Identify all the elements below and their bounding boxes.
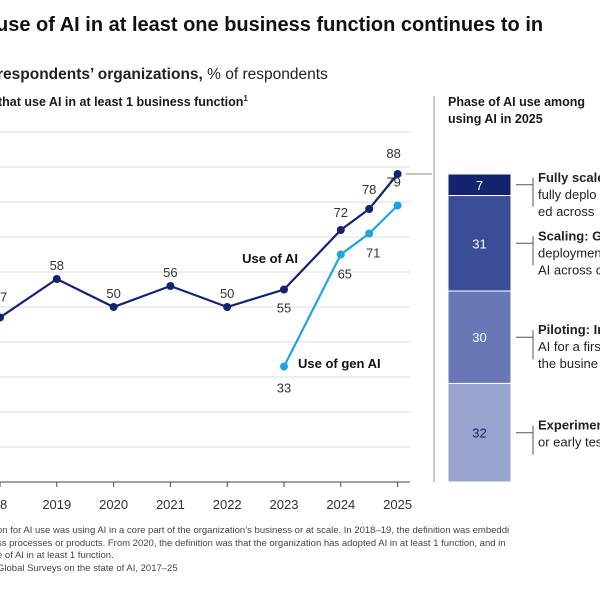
ai-use-data-label: 50 (220, 286, 234, 301)
ai-use-point (280, 285, 288, 294)
segment-annotation: the busine (538, 356, 598, 371)
chart-title: use of AI in at least one business funct… (0, 14, 544, 36)
ai-use-point (223, 303, 232, 311)
segment-annotation: or early tes (538, 435, 600, 450)
genai-use-point (365, 229, 374, 238)
ai-use-data-label: 58 (50, 258, 64, 273)
segment-annotation: Experimen (538, 418, 600, 433)
segment-annotation: deploymen (538, 245, 600, 260)
ai-use-point (109, 303, 118, 311)
genai-use-data-label: 79 (386, 175, 400, 190)
genai-use-data-label: 71 (366, 246, 380, 261)
x-tick-label: 18 (0, 497, 7, 512)
segment-annotation: ed across (538, 204, 595, 219)
ai-use-data-label: 7 (0, 290, 7, 305)
x-tick-label: 2025 (383, 497, 412, 512)
footnote-line-3: e of AI in at least 1 function. (0, 550, 114, 561)
genai-use-point (336, 250, 345, 259)
x-tick-label: 2023 (270, 497, 299, 512)
ai-use-point (0, 313, 4, 322)
chart-subtitle: respondents’ organizations, % of respond… (0, 66, 328, 84)
series-label-ai-use: Use of AI (242, 251, 298, 266)
ai-use-point (336, 226, 345, 234)
bar-heading-line-2: using AI in 2025 (448, 112, 543, 126)
ai-use-data-label: 78 (362, 182, 376, 197)
bar-segment-label: 32 (472, 426, 486, 441)
bar-segment (447, 195, 512, 292)
bar-segment (447, 290, 512, 384)
x-tick-label: 2022 (213, 497, 242, 512)
segment-annotation: AI for a firs (538, 339, 600, 354)
genai-use-data-label: 33 (277, 381, 291, 396)
footnote: on for AI use was using AI in a core par… (0, 525, 600, 575)
series-label-genai-use: Use of gen AI (298, 356, 381, 371)
ai-use-data-label: 50 (106, 286, 120, 301)
ai-use-point (166, 282, 175, 290)
bar-heading-line-1: Phase of AI use among (448, 95, 586, 109)
footnote-line-1: on for AI use was using AI in a core par… (0, 525, 510, 536)
bar-segment-label: 30 (472, 330, 486, 345)
ai-use-line (0, 173, 399, 319)
subtitle-rest: % of respondents (202, 66, 328, 83)
bar-segment (447, 382, 512, 483)
ai-use-point (52, 275, 61, 283)
bar-chart-heading: Phase of AI use among using AI in 2025 (448, 94, 600, 128)
footnote-line-2: ss processes or products. From 2020, the… (0, 537, 506, 549)
line-chart-heading: that use AI in at least 1 business funct… (0, 94, 248, 109)
ai-use-point (393, 170, 402, 178)
genai-use-point (393, 201, 402, 210)
footnote-marker: 1 (243, 94, 248, 103)
genai-use-line (283, 204, 399, 367)
ai-use-data-label: 55 (277, 301, 291, 316)
genai-use-point (280, 362, 288, 371)
bar-segment-label: 7 (476, 178, 483, 193)
x-tick-label: 2019 (42, 497, 71, 512)
footnote-line-4: Global Surveys on the state of AI, 2017–… (0, 562, 178, 574)
segment-annotation: AI across c (538, 262, 600, 277)
line-chart-heading-text: that use AI in at least 1 business funct… (0, 95, 244, 110)
genai-use-data-label: 65 (338, 267, 352, 282)
x-tick-label: 2024 (326, 497, 355, 512)
ai-use-data-label: 56 (163, 265, 177, 280)
subtitle-bold: respondents’ organizations, (0, 66, 203, 83)
segment-annotation: Piloting: In (538, 322, 600, 337)
segment-annotation: fully deplo (538, 187, 597, 202)
x-tick-label: 2020 (99, 497, 128, 512)
ai-use-data-label: 88 (386, 146, 400, 161)
segment-annotation: Fully scale (538, 170, 600, 185)
segment-annotation: Scaling: G (538, 228, 600, 243)
ai-use-point (365, 205, 374, 213)
bar-segment-label: 31 (472, 236, 486, 251)
x-tick-label: 2021 (156, 497, 185, 512)
ai-use-data-label: 72 (334, 205, 348, 220)
